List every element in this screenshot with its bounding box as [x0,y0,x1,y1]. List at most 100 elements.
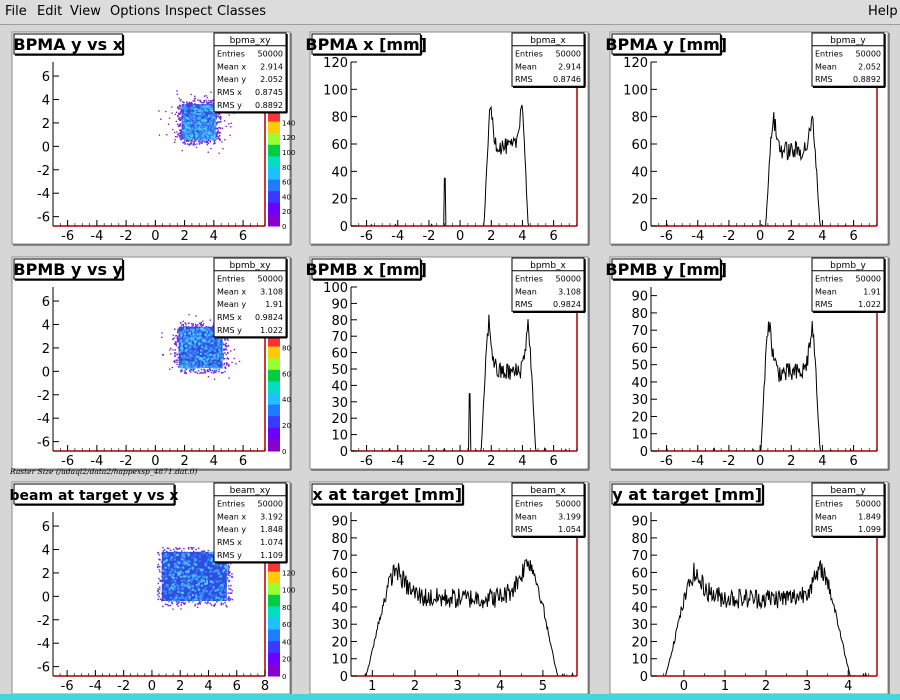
menu-options[interactable]: Options [110,4,161,19]
density-cell [205,353,208,356]
density-cell [218,338,221,341]
density-cell [197,366,200,369]
density-edge [183,547,185,550]
scatter-point [183,372,186,374]
stats-key: Mean y [217,75,246,84]
density-cell [221,588,224,591]
density-cell [182,134,185,137]
density-cell [182,337,185,340]
scatter-point [217,130,220,132]
pad-title: beam at target y vs x [10,488,179,504]
scatter-point [210,147,212,150]
density-cell [184,340,187,343]
density-cell [220,590,223,593]
palette-cell [268,594,280,607]
density-edge [190,322,193,325]
menu-classes[interactable]: Classes [217,4,266,19]
menu-edit[interactable]: Edit [37,4,63,19]
x-tick-label: 3 [453,679,461,694]
density-cell [195,578,198,581]
density-cell [183,555,186,558]
density-cell [201,328,204,331]
density-cell [207,361,210,364]
x-tick-label: -2 [120,229,133,244]
density-cell [197,338,200,341]
density-cell [208,551,211,554]
stats-value: 50000 [556,500,581,509]
density-cell [214,130,217,133]
density-edge [180,370,182,373]
density-edge [166,547,169,550]
x-tick-label: 4 [844,679,852,694]
density-cell [215,579,218,582]
x-tick-label: 2 [411,679,419,694]
density-cell [189,130,192,133]
density-cell [204,130,207,133]
density-cell [189,107,192,110]
menu-view[interactable]: View [70,4,101,19]
density-cell [182,136,185,139]
density-cell [207,130,210,133]
density-edge [215,136,217,138]
density-cell [205,565,208,568]
scatter-point [221,127,224,129]
density-cell [189,118,192,121]
y-tick-label: 0 [340,220,348,235]
density-edge [211,99,214,102]
density-cell [204,128,207,131]
density-cell [214,114,217,117]
density-edge [183,101,185,104]
root-canvas[interactable]: 0 20 40 60 80 100 120 140 -6 -4 -2 0 2 4 6 -6 -4 -2 0 2 4 6 BP… [0,27,900,697]
palette-tick-label: 60 [282,179,291,187]
density-cell [221,342,224,345]
y-tick-label: 10 [631,653,648,668]
density-cell [197,582,200,585]
scatter-point [166,134,168,136]
palette-cell [268,606,280,619]
density-cell [185,563,188,566]
palette-cell [268,664,280,677]
density-edge [227,570,229,572]
density-edge [160,561,163,563]
scatter-point [210,91,212,93]
density-cell [173,588,176,591]
density-edge [223,348,225,351]
density-cell [209,333,212,336]
density-cell [161,581,164,584]
density-cell [204,328,207,331]
density-edge [213,605,215,607]
density-edge [162,605,164,608]
density-cell [186,335,189,338]
palette-tick-label: 20 [282,422,291,430]
scatter-point [225,349,228,351]
density-edge [184,322,186,324]
density-cell [219,579,222,582]
scatter-point [228,364,230,366]
density-cell [177,596,180,599]
density-cell [189,128,192,131]
density-cell [188,137,191,140]
y-tick-label: 30 [631,393,648,408]
density-edge [209,140,211,143]
y-tick-label: 60 [331,347,348,362]
density-edge [182,142,184,144]
density-cell [180,575,183,578]
stats-value: 50000 [556,50,581,59]
density-cell [169,572,172,575]
density-cell [208,341,211,344]
density-cell [179,338,182,341]
density-edge [174,355,176,358]
density-cell [211,588,214,591]
density-cell [195,559,198,562]
density-cell [210,109,213,112]
scatter-point [172,349,174,351]
menu-help[interactable]: Help [868,4,898,19]
stats-value: 2.914 [260,62,283,71]
menu-inspect[interactable]: Inspect [165,4,213,19]
menu-file[interactable]: File [5,4,27,19]
density-edge [167,604,170,607]
density-edge [216,121,218,124]
y-tick-label: 80 [331,532,348,547]
